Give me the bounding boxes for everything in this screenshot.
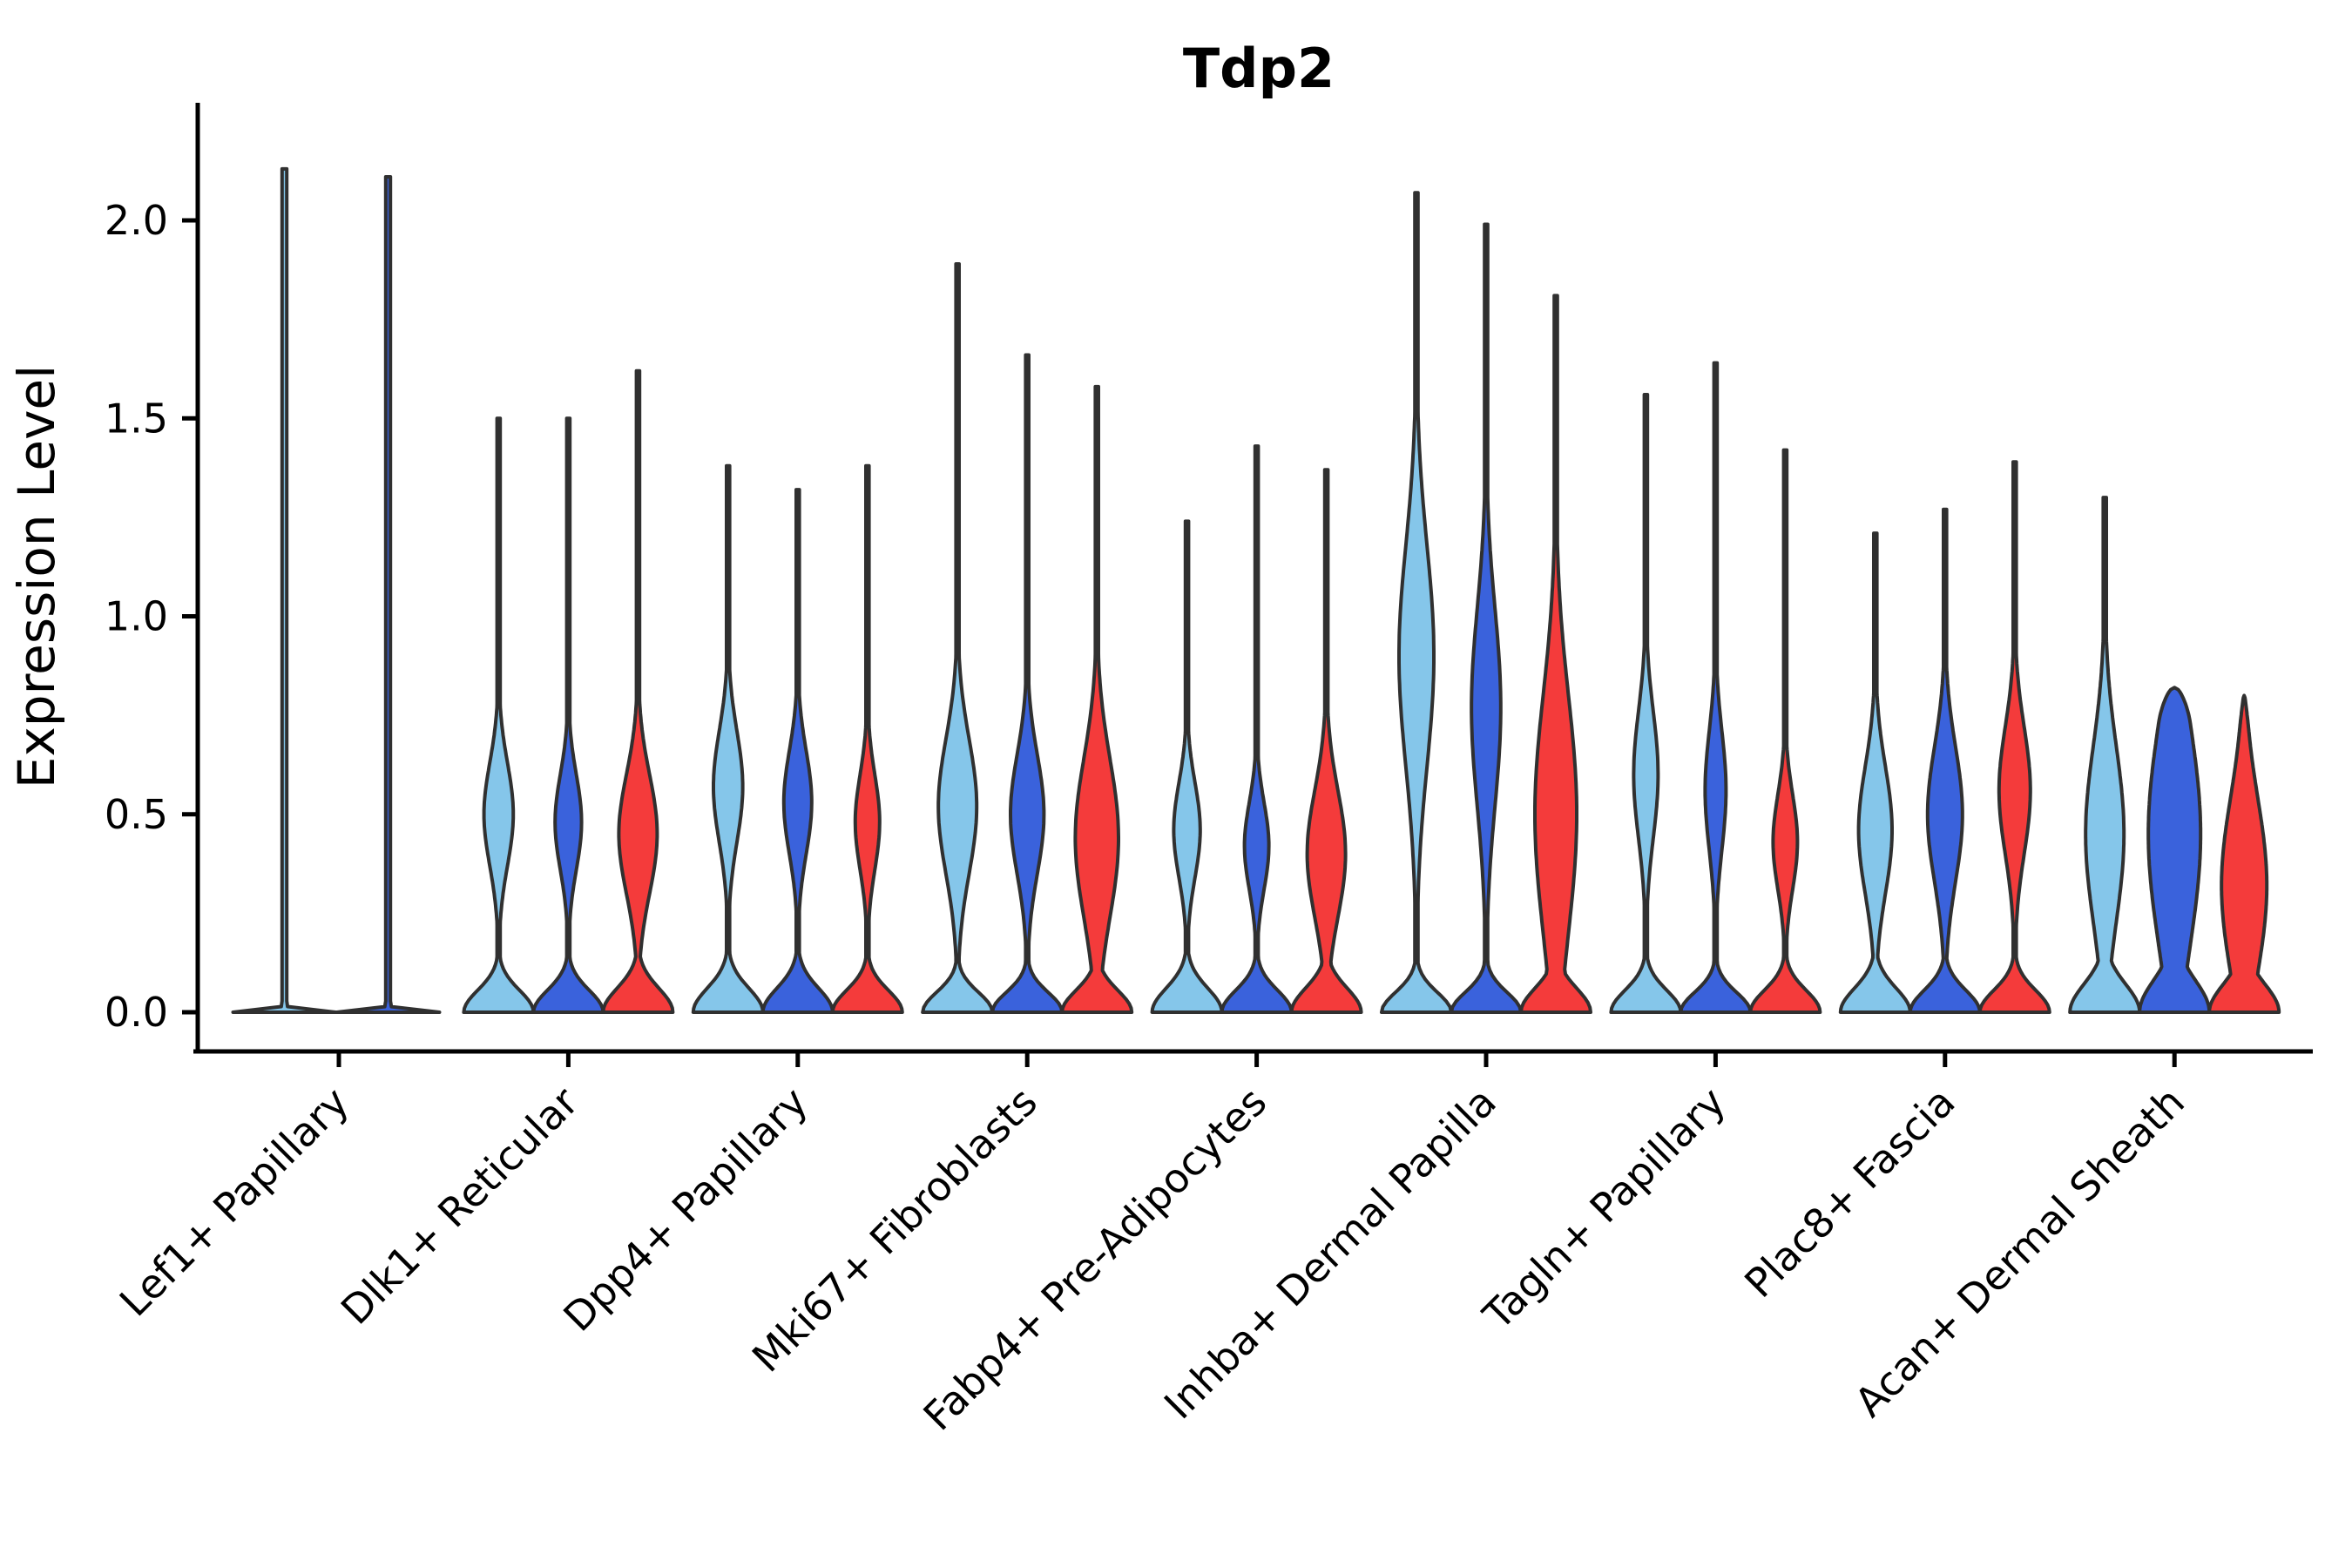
violin-red-5 bbox=[1289, 468, 1363, 1014]
violin-dark_blue-9 bbox=[2138, 686, 2212, 1014]
violin-dark_blue-4 bbox=[990, 353, 1064, 1014]
y-tick-label: 2.0 bbox=[105, 197, 168, 244]
violin-dark_blue-2 bbox=[531, 416, 605, 1014]
y-axis-label: Expression Level bbox=[7, 365, 66, 788]
violin-light_blue-9 bbox=[2068, 496, 2142, 1014]
violin-light_blue-4 bbox=[921, 262, 995, 1014]
chart-title: Tdp2 bbox=[1183, 37, 1335, 100]
axes bbox=[193, 103, 2313, 1054]
y-axis-ticks: 0.0 0.5 1.0 1.5 2.0 bbox=[105, 197, 198, 1036]
violin-dark_blue-6 bbox=[1450, 222, 1523, 1014]
violins-group bbox=[231, 166, 2281, 1014]
y-tick-label: 0.0 bbox=[105, 989, 168, 1036]
y-tick-label: 1.5 bbox=[105, 395, 168, 442]
violin-light_blue-7 bbox=[1609, 393, 1683, 1014]
x-tick-label: Dlk1+ Reticular bbox=[332, 1078, 587, 1334]
violin-red-2 bbox=[601, 368, 675, 1014]
x-tick-label: Plac8+ Fascia bbox=[1735, 1078, 1963, 1307]
violin-dark_blue-3 bbox=[760, 488, 835, 1014]
violin-red-6 bbox=[1519, 294, 1592, 1014]
violin-dark_blue-7 bbox=[1679, 361, 1753, 1014]
x-tick-label: Tagln+ Papillary bbox=[1474, 1078, 1735, 1340]
violin-red-9 bbox=[2207, 693, 2281, 1014]
violin-light_blue-8 bbox=[1838, 531, 1912, 1014]
violin-light_blue-5 bbox=[1150, 519, 1224, 1014]
violin-red-4 bbox=[1060, 384, 1134, 1014]
violin-red-3 bbox=[830, 463, 904, 1014]
violin-light_blue-3 bbox=[691, 463, 765, 1014]
violin-light_blue-1 bbox=[231, 166, 338, 1014]
violin-red-8 bbox=[1977, 460, 2051, 1014]
violin-light_blue-6 bbox=[1380, 191, 1453, 1014]
violin-light_blue-2 bbox=[462, 416, 536, 1014]
violin-dark_blue-1 bbox=[335, 175, 442, 1014]
violin-red-7 bbox=[1748, 448, 1822, 1014]
y-tick-label: 1.0 bbox=[105, 593, 168, 640]
x-tick-label: Dpp4+ Papillary bbox=[554, 1078, 816, 1341]
x-tick-label: Lef1+ Papillary bbox=[111, 1078, 358, 1326]
violin-dark_blue-8 bbox=[1908, 507, 1982, 1014]
y-tick-label: 0.5 bbox=[105, 791, 168, 838]
violin-dark_blue-5 bbox=[1220, 444, 1294, 1014]
